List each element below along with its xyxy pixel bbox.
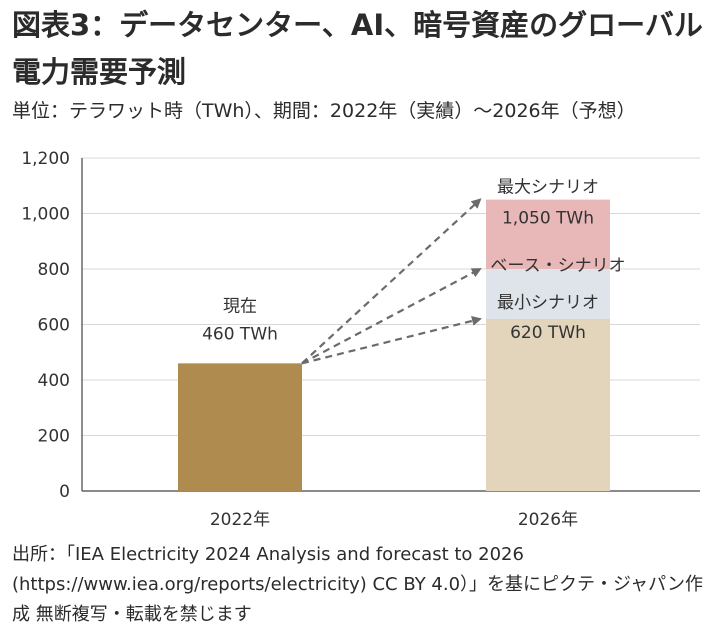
min-scenario-value: 620 TWh	[510, 323, 586, 343]
y-tick-label: 600	[38, 316, 70, 336]
y-tick-label: 0	[59, 482, 70, 502]
bar-2026-max-scenario	[486, 199, 610, 269]
arrow-to-max-scenario	[301, 198, 482, 365]
chart-subtitle: 単位：テラワット時（TWh）、期間：2022年（実績）〜2026年（予想）	[12, 100, 636, 122]
max-scenario-name: 最大シナリオ	[497, 178, 599, 198]
y-tick-label: 400	[38, 371, 70, 391]
arrow-to-min-scenario	[301, 316, 482, 365]
bar-2022-label-now: 現在	[223, 296, 257, 316]
chart-title: 図表3：データセンター、AI、暗号資産のグローバル電力需要予測	[12, 8, 703, 89]
min-scenario-name: 最小シナリオ	[497, 293, 599, 313]
base-scenario-name: ベース・シナリオ	[490, 256, 625, 276]
bar-2022-actual	[178, 363, 302, 491]
bar-2022-value-label: 460 TWh	[202, 324, 278, 344]
max-scenario-value: 1,050 TWh	[502, 209, 594, 229]
source-note: 出所：「IEA Electricity 2024 Analysis and fo…	[12, 544, 704, 625]
y-tick-label: 1,200	[21, 149, 70, 169]
arrow-to-base-scenario	[301, 268, 482, 365]
bar-chart: 0 200 400 600 800 1,000 1,200 2022年 2026年 現在 460 …	[21, 149, 700, 530]
x-tick-label: 2026年	[518, 510, 578, 530]
y-tick-label: 800	[38, 260, 70, 280]
bar-2026-min-scenario	[486, 318, 610, 491]
bar-2026-base-scenario	[486, 269, 610, 319]
x-tick-label: 2022年	[210, 510, 270, 530]
y-tick-label: 1,000	[21, 205, 70, 225]
y-tick-label: 200	[38, 427, 70, 447]
